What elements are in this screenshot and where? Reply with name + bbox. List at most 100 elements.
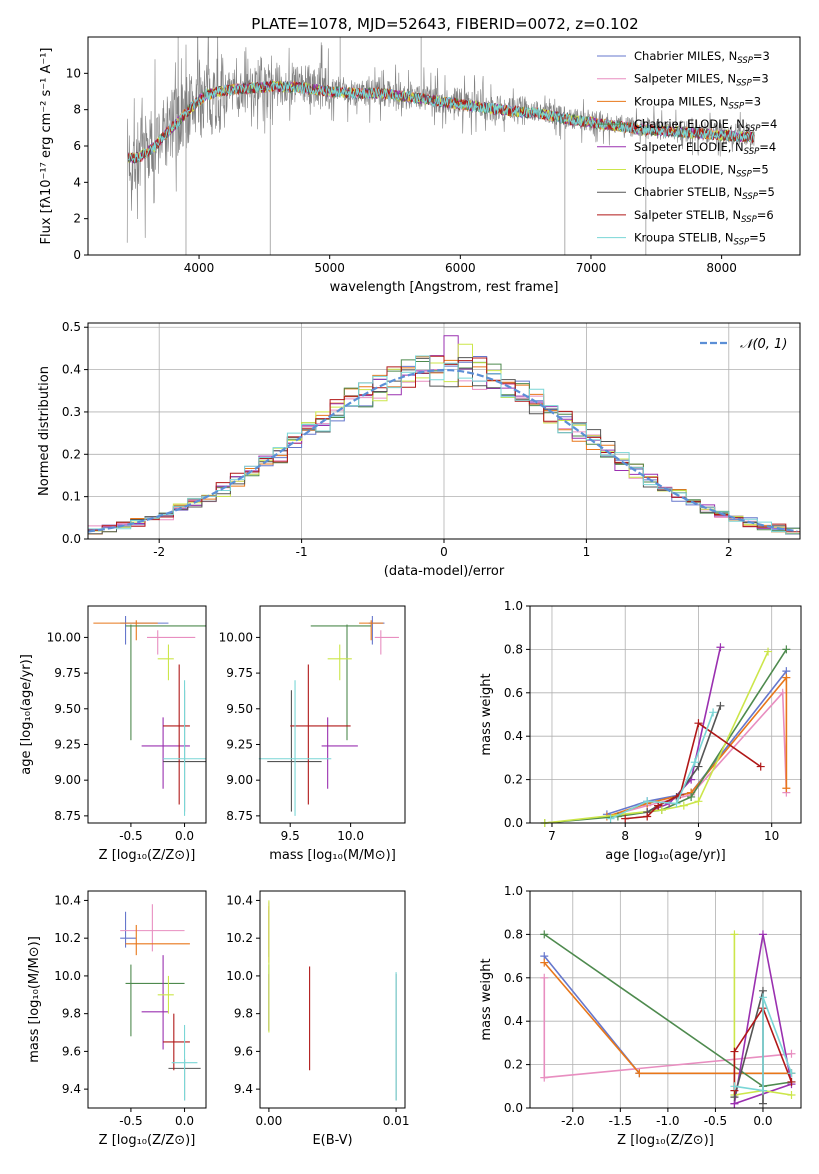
- axes-frame: [87, 890, 207, 1109]
- y-tick-label: 0.6: [504, 971, 523, 985]
- x-tick-label: 4000: [184, 261, 215, 275]
- axes-frame: [87, 322, 801, 540]
- errorbar-point-7: [267, 690, 322, 812]
- legend-sub: SSP: [736, 79, 752, 89]
- x-tick-label: 0.0: [175, 1114, 194, 1128]
- y-tick-label: 8.75: [54, 809, 81, 823]
- errorbar-point-9: [258, 680, 332, 816]
- weight-marker: [787, 1090, 796, 1099]
- x-tick-label: 1: [583, 545, 591, 559]
- y-tick-label: 1.0: [504, 884, 523, 898]
- y-tick-label: 9.4: [62, 1082, 81, 1096]
- x-tick-label: 10.0: [337, 829, 364, 843]
- x-tick-label: -1.0: [656, 1114, 679, 1128]
- panel-age-vs-Z: -0.5 0.0 8.75 9.00 9.25 9.50 9.75 10.00 Z [log₁₀…: [19, 605, 207, 863]
- legend-entry: Salpeter ELODIE, NSSP=4: [634, 140, 776, 157]
- y-tick-label: 9.4: [234, 1082, 253, 1096]
- weight-marker: [694, 762, 703, 771]
- errorbar-point-1: [120, 615, 169, 645]
- panel-mass-vs-EBV: 0.00 0.01 9.4 9.6 9.8 10.0 10.2 10.4 E(B-V): [226, 890, 410, 1148]
- panel-spectrum: 4000 5000 6000 7000 8000 0 2 4 6 8 10 wavelength [A…: [39, 36, 801, 295]
- legend-text: =3: [744, 94, 761, 108]
- y-tick-label: 0.4: [504, 1014, 523, 1028]
- x-tick-label: 9.5: [281, 829, 300, 843]
- x-tick-label: 0.0: [175, 829, 194, 843]
- x-tick-label: -0.5: [119, 829, 142, 843]
- weight-marker: [540, 1073, 549, 1082]
- y-tick-label: 9.75: [54, 666, 81, 680]
- legend-entry: Salpeter STELIB, NSSP=6: [634, 208, 774, 225]
- weight-marker: [716, 643, 725, 652]
- y-tick-label: 10.0: [226, 969, 253, 983]
- weight-marker: [709, 708, 718, 717]
- y-tick-label: 9.8: [62, 1007, 81, 1021]
- errorbar-point-2: [147, 630, 196, 655]
- y-tick-label: 0.6: [504, 686, 523, 700]
- y-tick-label: 0.4: [62, 363, 81, 377]
- x-tick-label: 0.00: [256, 1114, 283, 1128]
- weight-series-7: [730, 986, 767, 1108]
- y-tick-label: 9.6: [62, 1044, 81, 1058]
- weight-series-3: [602, 673, 791, 821]
- panel-mass-vs-Z: -0.5 0.0 9.4 9.6 9.8 10.0 10.2 10.4 Z [log₁₀(Z/Z…: [27, 890, 207, 1148]
- x-tick-label: -1: [296, 545, 308, 559]
- weight-marker: [758, 930, 767, 939]
- axes-frame: [259, 890, 406, 1109]
- y-tick-label: 8.75: [226, 809, 253, 823]
- y-axis-label: Flux [fλ10⁻¹⁷ erg cm⁻² s⁻¹ A⁻¹]: [39, 48, 54, 245]
- legend-sub: SSP: [736, 170, 752, 180]
- errorbar-point-3: [93, 620, 158, 641]
- legend-entry: Chabrier STELIB, NSSP=5: [634, 185, 775, 202]
- weight-marker: [643, 812, 652, 821]
- plot-area: [120, 904, 201, 1101]
- weight-marker: [540, 958, 549, 967]
- legend-sub: SSP: [744, 147, 760, 157]
- y-tick-label: 9.25: [226, 737, 253, 751]
- legend-text: =4: [759, 140, 776, 154]
- axes-frame: [259, 605, 406, 824]
- errorbar-point-4: [125, 624, 206, 741]
- errorbar-point-4: [310, 624, 372, 741]
- errorbar-point-3: [125, 924, 190, 956]
- weight-marker: [694, 797, 703, 806]
- weight-marker: [758, 1099, 767, 1108]
- legend-entry: Kroupa MILES, NSSP=3: [634, 94, 761, 111]
- gridlines: [530, 605, 801, 824]
- y-tick-label: 0.2: [504, 1058, 523, 1072]
- weight-marker: [764, 647, 773, 656]
- y-tick-label: 4: [73, 175, 81, 189]
- y-tick-label: 2: [73, 212, 81, 226]
- weight-marker: [782, 673, 791, 682]
- legend-entry: Chabrier MILES, NSSP=3: [634, 49, 770, 66]
- errorbar-point-5: [321, 717, 358, 789]
- weight-marker: [654, 801, 663, 810]
- errorbar-point-8: [290, 664, 351, 805]
- errorbar-point-4: [125, 964, 185, 1037]
- x-axis-label: age [log₁₀(age/yr)]: [605, 848, 726, 863]
- x-axis-label: (data-model)/error: [384, 564, 505, 579]
- x-axis-label: wavelength [Angstrom, rest frame]: [330, 280, 559, 295]
- legend-text: Chabrier MILES, N: [634, 49, 737, 63]
- y-tick-label: 9.6: [234, 1044, 253, 1058]
- errorbar-point-9: [171, 1024, 198, 1101]
- weight-marker: [621, 814, 630, 823]
- weight-series-2: [540, 973, 796, 1082]
- legend-text: Kroupa STELIB, N: [634, 231, 734, 245]
- y-tick-label: 0.0: [504, 816, 523, 830]
- y-tick-label: 9.00: [226, 773, 253, 787]
- hist-9: [88, 355, 800, 538]
- weight-series-9: [730, 993, 796, 1095]
- x-axis-label: E(B-V): [312, 1133, 352, 1148]
- model-line-9: [128, 80, 755, 163]
- y-tick-label: 10.0: [54, 969, 81, 983]
- y-axis-label: age [log₁₀(age/yr)]: [19, 654, 34, 775]
- legend-text: Salpeter MILES, N: [634, 72, 736, 86]
- x-tick-label: 0.01: [383, 1114, 410, 1128]
- y-tick-label: 10.4: [54, 893, 81, 907]
- plot-area: [268, 900, 397, 1101]
- weight-line: [734, 997, 793, 1092]
- legend-text: Kroupa MILES, N: [634, 94, 729, 108]
- weight-line: [733, 934, 792, 1096]
- weight-marker: [758, 1086, 767, 1095]
